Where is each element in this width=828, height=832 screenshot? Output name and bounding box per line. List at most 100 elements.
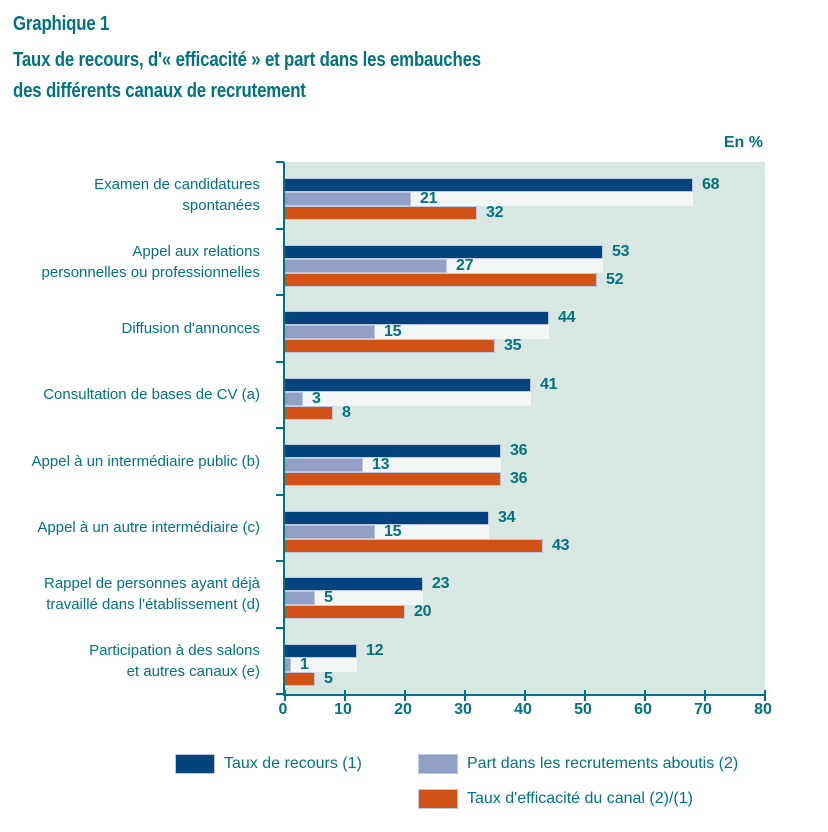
bar-value-label: 36 xyxy=(510,470,528,487)
figure-title: Graphique 1 Taux de recours, d'« efficac… xyxy=(13,12,819,107)
bar-track xyxy=(285,591,423,605)
x-axis-tick-label: 30 xyxy=(454,701,472,718)
bar-track xyxy=(285,657,357,672)
y-axis-tick xyxy=(276,560,284,562)
x-axis-tick xyxy=(404,690,406,701)
bar-value-label: 5 xyxy=(324,669,333,687)
x-axis-labels: 0 10 20 30 40 50 60 70 80 xyxy=(0,701,828,723)
bar-efficacite xyxy=(285,339,495,353)
x-axis-tick-label: 50 xyxy=(574,701,592,718)
bar-value-label: 52 xyxy=(606,270,624,288)
bar-recours xyxy=(285,510,489,525)
category-label: Participation à des salons et autres can… xyxy=(89,641,260,680)
bar-efficacite xyxy=(285,605,405,619)
y-axis-tick xyxy=(276,493,284,496)
category-label: Appel aux relations personnelles ou prof… xyxy=(41,242,260,281)
bar-value-label: 35 xyxy=(504,337,522,354)
legend-swatch-efficacite xyxy=(418,789,458,809)
x-axis-tick-label: 40 xyxy=(514,701,532,718)
legend-label-efficacite: Taux d'efficacité du canal (2)/(1) xyxy=(467,790,693,807)
x-axis-tick xyxy=(284,690,286,701)
category-axis: Examen de candidatures spontanées Appel a… xyxy=(0,162,272,694)
legend-label-recours: Taux de recours (1) xyxy=(224,755,362,772)
x-axis-tick xyxy=(704,690,706,701)
x-axis-tick-label: 70 xyxy=(694,701,712,718)
bar-aboutis xyxy=(285,591,315,605)
legend-label-aboutis: Part dans les recrutements aboutis (2) xyxy=(467,755,739,772)
y-axis-tick xyxy=(276,626,284,629)
y-axis-tick xyxy=(276,294,284,296)
bar-value-label: 23 xyxy=(432,575,450,592)
bar-value-label: 44 xyxy=(558,309,576,326)
bar-value-label: 36 xyxy=(510,442,528,459)
figure-title-line1: Taux de recours, d'« efficacité » et par… xyxy=(13,49,481,71)
bar-recours xyxy=(285,178,693,192)
bar-aboutis xyxy=(285,325,375,339)
bar-value-label: 13 xyxy=(372,456,390,473)
bar-value-label: 21 xyxy=(420,190,438,207)
bar-value-label: 32 xyxy=(486,204,504,221)
bar-recours xyxy=(285,444,501,458)
y-axis-tick xyxy=(276,693,284,695)
unit-label: En % xyxy=(723,134,763,151)
x-axis-tick xyxy=(464,690,466,701)
figure-title-line2: des différents canaux de recrutement xyxy=(13,80,306,102)
bar-efficacite xyxy=(285,472,501,486)
bar-recours xyxy=(285,643,357,658)
y-axis-tick xyxy=(276,161,284,163)
category-label: Consultation de bases de CV (a) xyxy=(43,386,260,404)
legend-swatch-aboutis xyxy=(418,754,458,774)
x-axis-tick xyxy=(764,690,766,701)
x-axis-tick-label: 10 xyxy=(334,701,352,718)
bar-value-label: 41 xyxy=(540,375,558,393)
bar-value-label: 15 xyxy=(384,323,402,340)
category-label: Examen de candidatures spontanées xyxy=(94,176,260,215)
legend-item-aboutis: Part dans les recrutements aboutis (2) xyxy=(418,754,738,774)
y-axis-tick xyxy=(276,360,284,363)
x-axis-tick-label: 80 xyxy=(754,701,772,718)
bar-value-label: 27 xyxy=(456,256,474,274)
bar-value-label: 15 xyxy=(384,522,402,540)
x-axis-tick xyxy=(344,690,346,701)
bar-aboutis xyxy=(285,458,363,472)
plot-area: 68 21 32 53 27 52 44 15 35 41 3 8 36 13 36 34 15 43 23 5 20 1… xyxy=(276,161,766,701)
bar-efficacite xyxy=(285,538,543,553)
bar-efficacite xyxy=(285,671,315,686)
bar-recours xyxy=(285,244,603,259)
x-axis-tick-label: 60 xyxy=(634,701,652,718)
bar-track xyxy=(285,391,531,406)
y-axis-tick xyxy=(276,227,284,230)
bar-aboutis xyxy=(285,258,447,273)
x-axis-tick-label: 20 xyxy=(394,701,412,718)
x-axis-tick xyxy=(644,690,646,701)
bar-aboutis xyxy=(285,657,291,672)
category-label: Rappel de personnes ayant déjà travaillé… xyxy=(44,575,260,614)
bar-efficacite xyxy=(285,272,597,287)
bar-recours xyxy=(285,377,531,392)
bar-aboutis xyxy=(285,391,303,406)
bar-value-label: 43 xyxy=(552,536,570,554)
category-label: Diffusion d'annonces xyxy=(121,319,260,337)
category-label: Appel à un autre intermédiaire (c) xyxy=(37,519,260,537)
bar-value-label: 1 xyxy=(300,655,309,673)
x-axis-tick xyxy=(584,690,586,701)
figure-kicker: Graphique 1 xyxy=(13,13,110,35)
x-axis-tick-label: 0 xyxy=(278,701,288,718)
bar-value-label: 68 xyxy=(702,176,720,193)
legend-swatch-recours xyxy=(175,754,215,774)
bar-recours xyxy=(285,311,549,325)
bar-value-label: 12 xyxy=(366,641,384,659)
bar-value-label: 8 xyxy=(342,403,351,421)
bar-efficacite xyxy=(285,206,477,220)
x-axis-tick xyxy=(524,690,526,701)
bar-value-label: 3 xyxy=(312,389,321,407)
category-label: Appel à un intermédiaire public (b) xyxy=(31,452,260,470)
bar-value-label: 20 xyxy=(414,603,432,620)
bar-aboutis xyxy=(285,192,411,206)
bar-value-label: 53 xyxy=(612,242,630,260)
bar-value-label: 34 xyxy=(498,508,516,526)
bar-efficacite xyxy=(285,405,333,420)
y-axis-tick xyxy=(276,427,284,429)
bar-recours xyxy=(285,577,423,591)
